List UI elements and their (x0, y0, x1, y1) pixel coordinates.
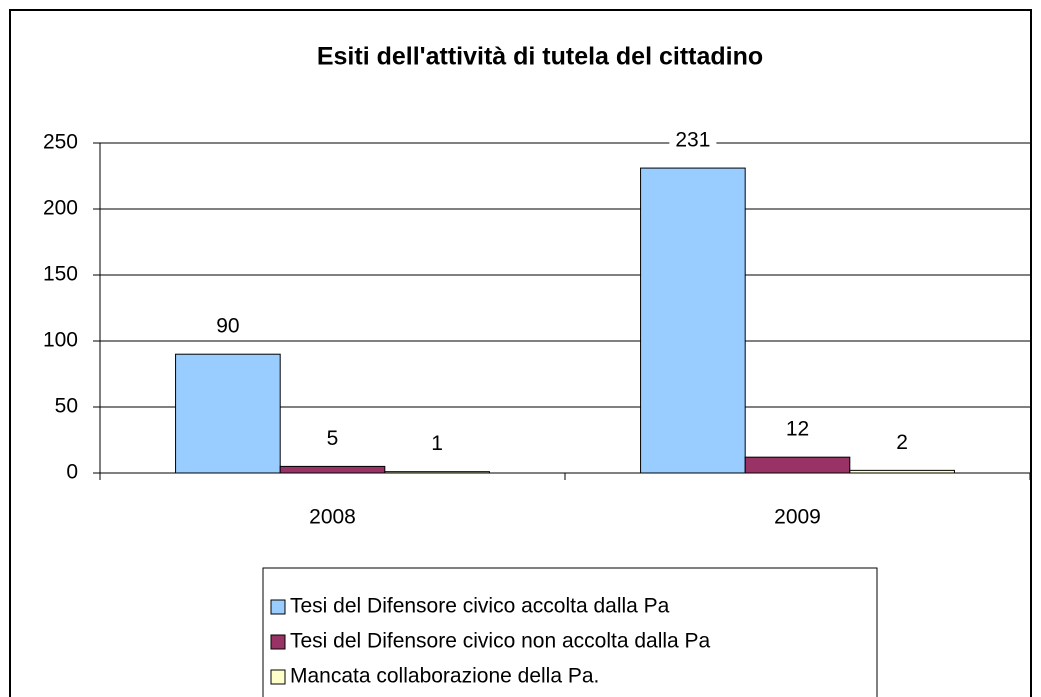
y-tick-label: 250 (43, 131, 78, 154)
y-tick-label: 100 (43, 329, 78, 352)
data-label-bg (779, 415, 816, 443)
bar (640, 167, 746, 474)
y-tick-label: 200 (43, 197, 78, 220)
legend-box (262, 567, 878, 697)
x-tick-label: 2009 (774, 506, 821, 529)
data-label: 1 (431, 432, 443, 455)
bar (384, 471, 490, 474)
legend-label: Tesi del Difensore civico accolta dalla … (290, 595, 670, 618)
legend-swatch (270, 599, 286, 615)
data-label: 2 (896, 431, 908, 454)
legend-label: Mancata collaborazione della Pa. (290, 665, 599, 688)
bar (849, 469, 955, 474)
data-label: 90 (216, 315, 239, 338)
y-tick-label: 150 (43, 263, 78, 286)
legend-swatch (270, 634, 286, 650)
y-tick-label: 0 (66, 461, 78, 484)
data-label: 12 (786, 418, 809, 441)
y-tick-label: 50 (55, 395, 78, 418)
data-label-bg (425, 430, 449, 458)
data-label-bg (669, 126, 717, 154)
bar (175, 353, 281, 474)
data-label-bg (890, 428, 914, 456)
data-label: 5 (327, 427, 339, 450)
x-tick-label: 2008 (309, 506, 356, 529)
data-label-bg (210, 312, 246, 340)
legend-label: Tesi del Difensore civico non accolta da… (290, 630, 711, 653)
data-label: 231 (675, 129, 710, 152)
bar (279, 465, 386, 474)
bar (744, 456, 851, 474)
legend-swatch (270, 669, 286, 685)
data-label-bg (320, 424, 345, 452)
chart-title: Esiti dell'attività di tutela del cittad… (317, 43, 763, 71)
